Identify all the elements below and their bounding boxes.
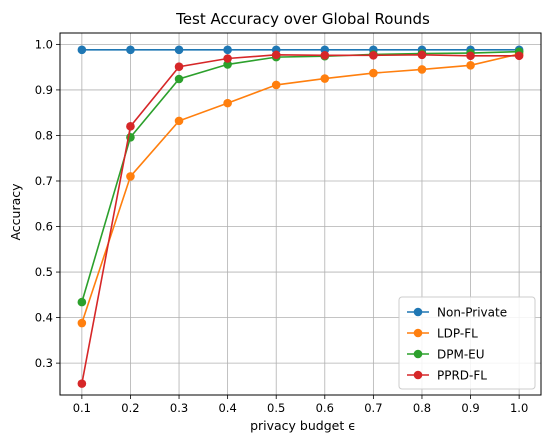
legend-item: PPRD-FL <box>407 369 487 383</box>
series-ldp-fl <box>77 49 524 328</box>
legend-box <box>398 296 536 390</box>
data-point <box>223 60 232 69</box>
legend-marker <box>413 307 423 317</box>
y-tick-label: 0.6 <box>35 220 53 234</box>
data-point <box>369 51 378 60</box>
data-point <box>77 297 87 307</box>
x-tick-label: 0.1 <box>73 401 91 415</box>
x-tick-label: 0.3 <box>170 401 188 415</box>
y-tick-label: 0.8 <box>35 128 53 142</box>
x-tick-label: 1.0 <box>510 401 528 415</box>
ticks: 0.1 0.2 0.3 0.4 0.5 0.6 0.7 0.8 0.9 1.0 0.3 0.4 0.5 0… <box>35 37 529 415</box>
data-point <box>417 50 427 60</box>
legend-marker <box>413 328 423 338</box>
data-point <box>320 74 330 83</box>
y-tick-label: 0.9 <box>35 83 53 97</box>
legend-marker <box>413 370 423 380</box>
y-axis-label: Accuracy <box>8 183 23 241</box>
data-point <box>174 45 184 55</box>
data-point <box>174 62 184 71</box>
data-point <box>126 45 135 55</box>
x-tick-label: 0.5 <box>267 401 285 415</box>
series-line <box>81 54 520 384</box>
chart-title: Test Accuracy over Global Rounds <box>175 10 430 28</box>
x-tick-label: 0.9 <box>461 401 479 415</box>
x-tick-label: 0.6 <box>316 401 334 415</box>
data-point <box>417 65 427 74</box>
data-point <box>174 116 184 126</box>
x-tick-label: 0.7 <box>364 401 382 415</box>
data-point <box>223 54 232 63</box>
series-line <box>81 53 520 324</box>
series-pprd-fl <box>77 50 524 388</box>
data-point <box>223 45 232 55</box>
series-dpm-eu <box>77 47 524 307</box>
legend-label: PPRD-FL <box>437 369 487 383</box>
legend-item: DPM-EU <box>407 348 485 362</box>
data-point <box>320 51 330 60</box>
data-point <box>126 122 135 131</box>
y-tick-label: 0.4 <box>35 311 53 325</box>
legend-label: Non-Private <box>437 306 507 320</box>
legend-item: LDP-FL <box>407 327 478 341</box>
y-tick-label: 1.0 <box>35 37 53 51</box>
x-tick-label: 0.2 <box>121 401 139 415</box>
legend-marker <box>413 349 423 359</box>
x-tick-label: 0.4 <box>218 401 236 415</box>
x-tick-label: 0.8 <box>413 401 431 415</box>
data-point <box>77 318 87 328</box>
x-axis-label: privacy budget ϵ <box>250 418 356 433</box>
data-point <box>466 51 475 61</box>
legend-label: DPM-EU <box>437 348 485 362</box>
grid <box>60 33 541 395</box>
plot-frame <box>59 32 542 396</box>
data-point <box>271 50 281 60</box>
y-tick-label: 0.7 <box>35 174 53 188</box>
data-point <box>514 51 524 61</box>
y-tick-label: 0.5 <box>35 265 53 279</box>
data-point <box>466 61 475 70</box>
data-point <box>223 98 232 108</box>
data-point <box>77 379 87 388</box>
series-line <box>81 50 520 303</box>
data-point <box>77 45 87 55</box>
series-layer <box>77 45 524 388</box>
y-tick-label: 0.3 <box>35 356 53 370</box>
data-point <box>271 80 281 90</box>
legend-item: Non-Private <box>407 306 507 320</box>
data-point <box>369 68 378 78</box>
legend: Non-Private LDP-FL DPM-EU PPRD-FL <box>398 296 536 390</box>
data-point <box>174 74 184 84</box>
legend-label: LDP-FL <box>437 327 478 341</box>
data-point <box>126 172 135 181</box>
